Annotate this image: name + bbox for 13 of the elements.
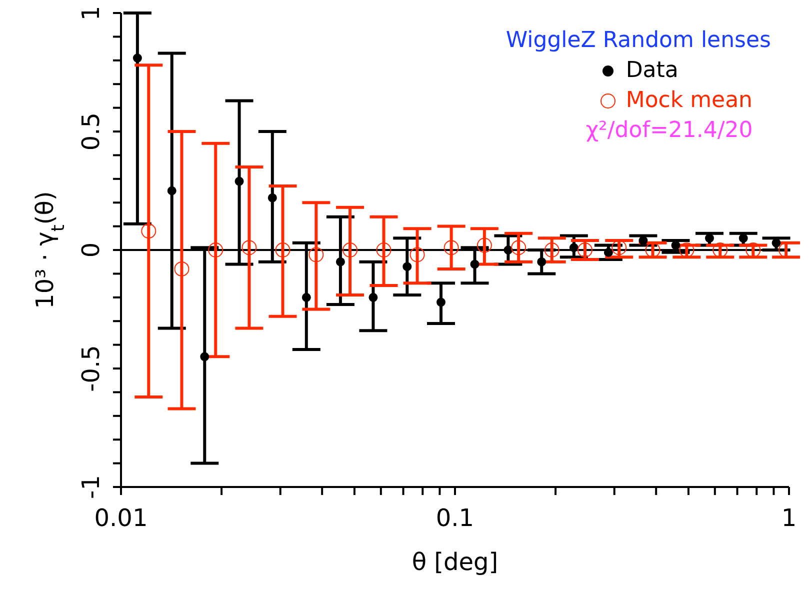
y-tick-label: 0 (77, 242, 105, 258)
legend-label: Data (626, 57, 678, 85)
annotation: χ²/dof=21.4/20 (586, 117, 754, 145)
legend-title: WiggleZ Random lenses (506, 27, 771, 55)
x-tick-label: 0.1 (436, 504, 474, 532)
y-tick-label: 1 (77, 5, 105, 21)
x-tick-label: 1 (781, 504, 797, 532)
x-tick-label: 0.01 (94, 504, 148, 532)
x-axis-title: θ [deg] (412, 548, 498, 576)
y-tick-label: -0.5 (77, 345, 105, 392)
y-tick-label: 0.5 (77, 112, 105, 151)
legend-label: Mock mean (626, 87, 753, 115)
y-tick-label: -1 (77, 475, 105, 499)
